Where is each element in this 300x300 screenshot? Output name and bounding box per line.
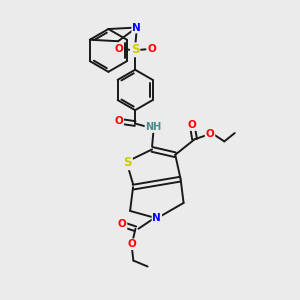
Text: O: O [147,44,156,54]
Text: N: N [152,213,161,224]
Text: S: S [124,156,132,169]
Text: O: O [188,120,197,130]
Text: NH: NH [146,122,162,132]
Text: O: O [206,129,214,139]
Text: O: O [128,239,136,249]
Text: S: S [131,43,140,56]
Text: O: O [114,116,123,126]
Text: O: O [118,219,126,229]
Text: N: N [132,22,141,32]
Text: O: O [114,44,123,54]
